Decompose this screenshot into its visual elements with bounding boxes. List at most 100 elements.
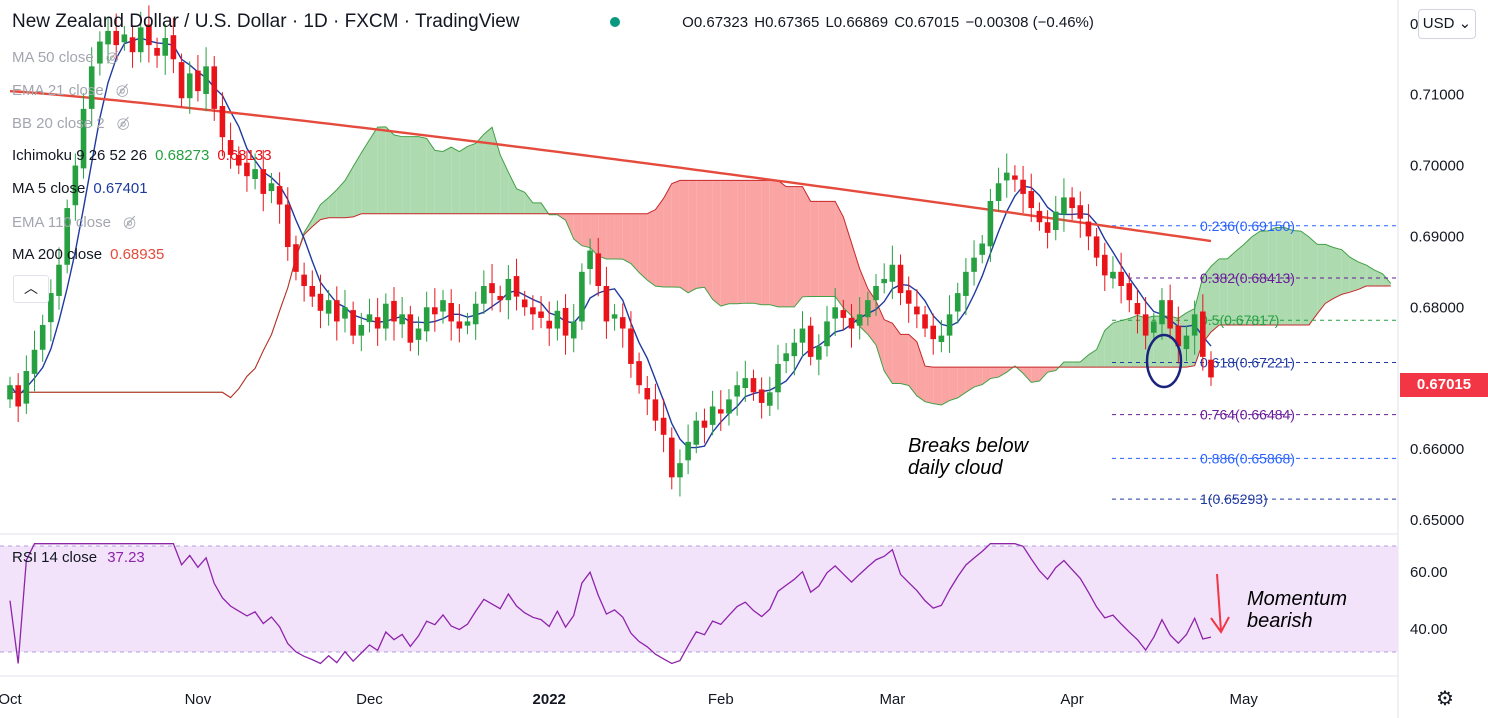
candle-body bbox=[530, 307, 536, 315]
candle-body bbox=[954, 293, 961, 312]
candle-body bbox=[301, 274, 307, 287]
rsi-tick-label: 60.00 bbox=[1410, 564, 1448, 581]
eye-off-icon[interactable]: ◎̸ bbox=[116, 115, 130, 132]
candle-body bbox=[946, 314, 953, 336]
annotation-momentum: Momentum bearish bbox=[1247, 588, 1348, 632]
rsi-legend[interactable]: RSI 14 close 37.23 bbox=[12, 549, 145, 566]
cloud-segment bbox=[827, 201, 836, 297]
cloud-segment bbox=[328, 189, 337, 218]
legend-ma50[interactable]: MA 50 close ◎̸ bbox=[12, 49, 119, 66]
cloud-segment bbox=[745, 180, 754, 304]
cloud-segment bbox=[402, 136, 411, 214]
cloud-segment bbox=[998, 367, 1007, 378]
candle-body bbox=[726, 399, 732, 414]
candle-body bbox=[848, 317, 855, 329]
gear-icon[interactable]: ⚙ bbox=[1436, 688, 1454, 710]
legend-bb20[interactable]: BB 20 close 2 ◎̸ bbox=[12, 115, 130, 132]
candle-body bbox=[113, 30, 120, 46]
candle-body bbox=[235, 154, 242, 166]
current-price-badge: 0.67015 bbox=[1400, 373, 1488, 397]
cloud-segment bbox=[1284, 227, 1293, 325]
candle-body bbox=[448, 303, 454, 322]
cloud-segment bbox=[737, 180, 746, 304]
candle-body bbox=[1061, 197, 1067, 215]
candle-body bbox=[334, 300, 340, 322]
candle-body bbox=[1093, 236, 1100, 258]
cloud-segment bbox=[1031, 367, 1040, 383]
candle-body bbox=[186, 73, 193, 99]
candle-body bbox=[162, 38, 169, 56]
candle-body bbox=[137, 27, 144, 53]
eye-off-icon[interactable]: ◎̸ bbox=[122, 214, 137, 231]
candle-body bbox=[587, 250, 593, 269]
candle-body bbox=[546, 320, 553, 329]
ohlc-close: C0.67015 bbox=[894, 14, 960, 31]
cloud-segment bbox=[508, 172, 517, 214]
candle-body bbox=[178, 62, 185, 99]
cloud-segment bbox=[1349, 257, 1359, 293]
cloud-segment bbox=[630, 213, 640, 273]
legend-ema21[interactable]: EMA 21 close ◎̸ bbox=[12, 82, 129, 99]
cloud-segment bbox=[500, 154, 509, 214]
fib-label: 0.618(0.67221) bbox=[1200, 354, 1295, 370]
price-tick-label: 0.65000 bbox=[1410, 512, 1464, 529]
candle-body bbox=[619, 317, 626, 329]
cloud-segment bbox=[777, 180, 787, 307]
chart-title: New Zealand Dollar / U.S. Dollar · 1D · … bbox=[12, 11, 520, 32]
rsi-band bbox=[0, 546, 1398, 652]
candle-body bbox=[456, 321, 463, 329]
legend-ichimoku[interactable]: Ichimoku 9 26 52 26 0.68273 0.68133 bbox=[12, 147, 272, 164]
candle-body bbox=[963, 271, 969, 296]
ohlc-low: L0.66869 bbox=[825, 14, 889, 31]
candle-body bbox=[742, 378, 749, 389]
candle-body bbox=[80, 108, 87, 169]
candle-body bbox=[268, 183, 275, 192]
candle-body bbox=[227, 140, 234, 155]
cloud-segment bbox=[1039, 367, 1048, 382]
candle-body bbox=[579, 271, 585, 322]
fib-label: 0.382(0.68413) bbox=[1200, 270, 1295, 286]
price-tick-label: 0.70000 bbox=[1410, 158, 1464, 175]
cloud-segment bbox=[475, 134, 484, 214]
candle-body bbox=[383, 303, 389, 329]
candle-body bbox=[1151, 321, 1157, 333]
legend-ema110[interactable]: EMA 110 close ◎̸ bbox=[12, 214, 137, 231]
eye-off-icon[interactable]: ◎̸ bbox=[115, 82, 129, 99]
ohlc-readout: O0.67323 H0.67365 L0.66869 C0.67015 −0.0… bbox=[610, 14, 1096, 31]
candle-body bbox=[440, 300, 446, 312]
candle-body bbox=[293, 244, 299, 272]
candle-body bbox=[121, 34, 128, 43]
cloud-segment bbox=[843, 216, 852, 316]
cloud-segment bbox=[965, 367, 975, 393]
candle-body bbox=[816, 346, 822, 360]
legend-ma200[interactable]: MA 200 close 0.68935 bbox=[12, 246, 165, 263]
cloud-segment bbox=[1219, 258, 1228, 325]
candle-body bbox=[48, 293, 54, 323]
cloud-segment bbox=[1227, 251, 1236, 325]
candle-body bbox=[399, 314, 405, 325]
fib-label: 0.764(0.66484) bbox=[1200, 407, 1295, 423]
candle-body bbox=[154, 47, 160, 56]
candle-body bbox=[938, 335, 945, 342]
candle-body bbox=[1118, 271, 1124, 287]
candle-body bbox=[1085, 221, 1092, 237]
cloud-segment bbox=[516, 188, 525, 214]
annotation-cloud: Breaks below daily cloud bbox=[908, 435, 1029, 479]
collapse-legend-button[interactable]: ︿ bbox=[13, 275, 49, 303]
currency-dropdown[interactable]: USD ⌄ bbox=[1418, 9, 1476, 39]
eye-off-icon[interactable]: ◎̸ bbox=[105, 49, 119, 66]
candle-body bbox=[538, 311, 544, 318]
cloud-segment bbox=[728, 180, 738, 304]
candle-body bbox=[660, 417, 667, 435]
axes: 0.720000.710000.700000.690000.680000.670… bbox=[0, 16, 1464, 708]
legend-ma5[interactable]: MA 5 close 0.67401 bbox=[12, 180, 148, 197]
candle-body bbox=[39, 324, 46, 350]
candle-body bbox=[791, 342, 798, 357]
candle-body bbox=[211, 66, 218, 109]
cloud-segment bbox=[933, 367, 942, 405]
cloud-segment bbox=[1358, 261, 1367, 290]
time-tick-label: Feb bbox=[708, 691, 734, 708]
cloud-segment bbox=[1317, 244, 1326, 314]
cloud-segment bbox=[696, 180, 705, 289]
